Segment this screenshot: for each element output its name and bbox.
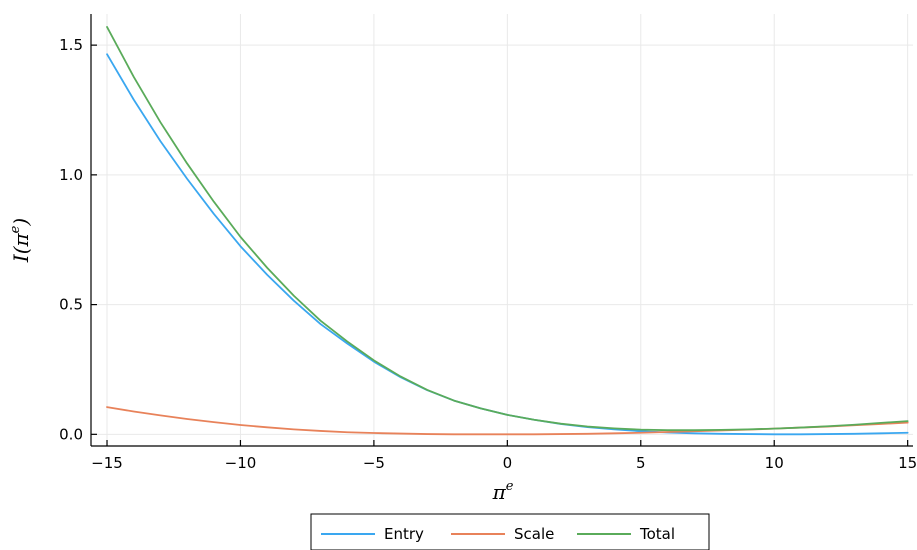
- x-tick-label: 15: [898, 454, 917, 472]
- y-tick-label: 1.5: [59, 36, 83, 54]
- x-tick-label: −5: [363, 454, 385, 472]
- y-tick-label: 0.5: [59, 296, 83, 314]
- axes: [90, 14, 913, 447]
- x-tick-label: 0: [503, 454, 513, 472]
- series-lines: [106, 26, 909, 436]
- x-tick-label: −10: [225, 454, 257, 472]
- x-tick-label: −15: [91, 454, 123, 472]
- tick-labels: −15 −10 −5 0 5 10 15 0.0 0.5 1.0 1.5: [59, 36, 917, 472]
- legend-label-entry: Entry: [384, 525, 424, 543]
- legend-label-total: Total: [639, 525, 675, 543]
- grid: [91, 14, 913, 446]
- legend-label-scale: Scale: [514, 525, 554, 543]
- series-line-total: [106, 26, 909, 432]
- x-tick-label: 10: [765, 454, 784, 472]
- y-tick-label: 0.0: [59, 425, 83, 443]
- x-axis-title: πe: [492, 479, 514, 504]
- y-axis-title: I(πe): [8, 218, 33, 263]
- legend-box: [310, 513, 710, 550]
- legend: Entry Scale Total: [310, 513, 710, 550]
- y-tick-label: 1.0: [59, 166, 83, 184]
- x-tick-label: 5: [636, 454, 646, 472]
